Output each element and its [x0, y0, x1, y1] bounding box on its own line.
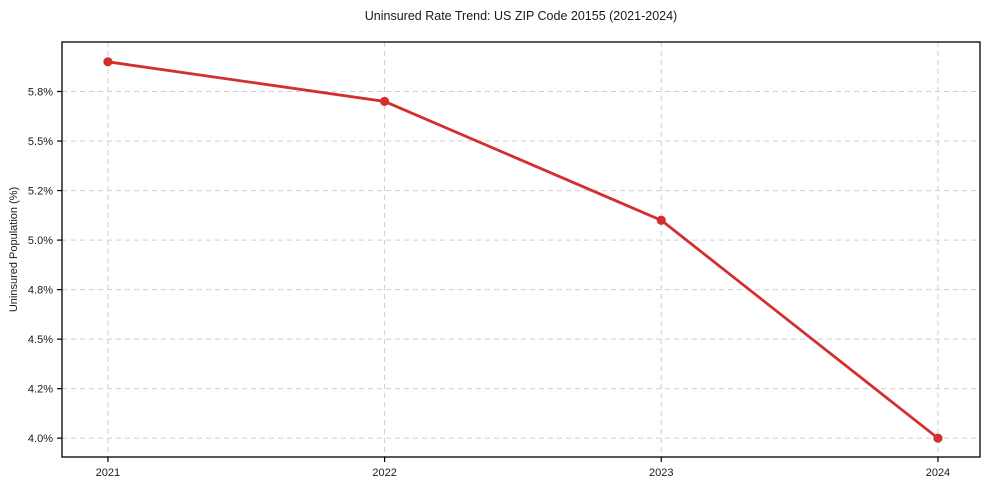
y-tick-label: 5.5%: [28, 136, 53, 148]
y-tick-label: 4.0%: [28, 433, 53, 445]
x-tick-label: 2023: [649, 467, 673, 479]
data-point: [380, 96, 390, 107]
data-point: [933, 433, 943, 443]
y-tick-label: 5.0%: [28, 235, 53, 247]
y-tick-label: 5.8%: [28, 87, 53, 99]
chart-title: Uninsured Rate Trend: US ZIP Code 20155 …: [365, 9, 677, 23]
y-tick-label: 4.5%: [28, 334, 53, 346]
y-tick-label: 4.2%: [28, 384, 53, 396]
y-tick-label: 5.2%: [28, 186, 53, 198]
trend-line: [106, 60, 940, 440]
trend-line-series: [103, 57, 943, 443]
grid-lines: [62, 42, 980, 457]
data-point: [656, 215, 666, 225]
x-tick-label: 2021: [96, 467, 120, 479]
plot-border: [61, 41, 981, 458]
x-tick-label: 2024: [926, 467, 950, 479]
y-tick-label: 4.8%: [28, 285, 53, 297]
axis-ticks: [57, 90, 939, 462]
y-axis-label: Uninsured Population (%): [8, 187, 20, 312]
data-point: [103, 57, 113, 67]
axis-tick-labels: 2021 2022 2023 2024 4.0% 4.2% 4.5% 4.8% 5.0% 5.2%…: [28, 87, 950, 479]
x-tick-label: 2022: [372, 467, 396, 479]
